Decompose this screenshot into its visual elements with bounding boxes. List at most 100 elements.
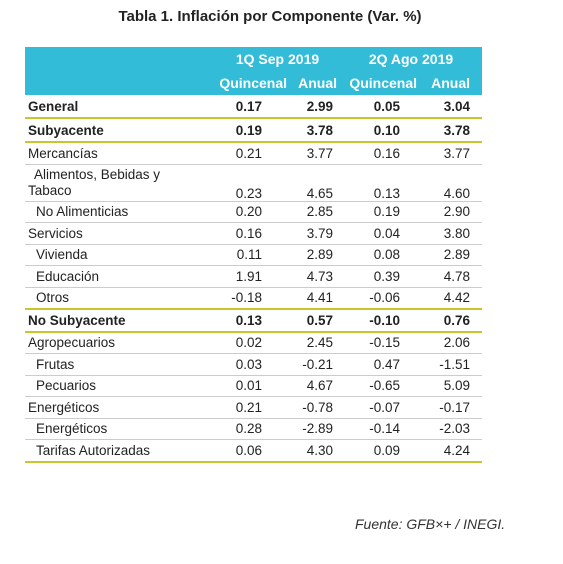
cell-value: 0.08 — [340, 244, 420, 266]
cell-value: 0.57 — [290, 309, 340, 333]
cell-value: 4.60 — [420, 164, 482, 202]
row-label: Mercancías — [25, 142, 215, 165]
cell-value: 4.65 — [290, 164, 340, 202]
row-label-text: Subyacente — [28, 122, 104, 138]
row-label: Subyacente — [25, 118, 215, 143]
cell-value: 4.73 — [290, 265, 340, 288]
table-row: Subyacente 0.19 3.78 0.10 3.78 — [25, 118, 482, 143]
cell-value: 0.76 — [420, 309, 482, 333]
cell-value: 0.20 — [215, 201, 290, 223]
row-label: No Alimenticias — [25, 201, 215, 223]
cell-value: 4.24 — [420, 439, 482, 463]
column-header: Anual — [420, 71, 482, 95]
table-row: Otros -0.18 4.41 -0.06 4.42 — [25, 287, 482, 310]
cell-value: 0.13 — [215, 309, 290, 333]
row-label: Servicios — [25, 222, 215, 245]
cell-value: -2.89 — [290, 418, 340, 440]
table-body: General 0.17 2.99 0.05 3.04 Subyacente 0.19 3.7… — [25, 95, 482, 463]
row-label: Energéticos — [25, 418, 215, 440]
cell-value: 3.80 — [420, 222, 482, 245]
row-label: Vivienda — [25, 244, 215, 266]
cell-value: -0.78 — [290, 396, 340, 419]
row-label-text: Servicios — [28, 225, 83, 241]
cell-value: 0.13 — [340, 164, 420, 202]
row-label-text: Mercancías — [28, 145, 98, 161]
cell-value: 0.06 — [215, 439, 290, 463]
cell-value: 0.28 — [215, 418, 290, 440]
row-label-text: Alimentos, Bebidas y Tabaco — [28, 166, 161, 198]
cell-value: -0.10 — [340, 309, 420, 333]
cell-value: 0.02 — [215, 331, 290, 354]
period-header: 2Q Ago 2019 — [340, 47, 482, 71]
cell-value: 2.89 — [420, 244, 482, 266]
table-row: No Alimenticias 0.20 2.85 0.19 2.90 — [25, 201, 482, 223]
row-label-text: General — [28, 98, 79, 114]
row-label-text: No Subyacente — [28, 312, 126, 328]
header-blank — [25, 47, 215, 71]
cell-value: 0.09 — [340, 439, 420, 463]
source-note: Fuente: GFB×+ / INEGI. — [355, 516, 506, 532]
table-row: Agropecuarios 0.02 2.45 -0.15 2.06 — [25, 331, 482, 354]
row-label-text: Vivienda — [36, 247, 88, 263]
cell-value: 0.21 — [215, 142, 290, 165]
row-label-text: Pecuarios — [36, 378, 97, 394]
row-label: No Subyacente — [25, 309, 215, 333]
table-row: Mercancías 0.21 3.77 0.16 3.77 — [25, 142, 482, 165]
cell-value: 0.16 — [340, 142, 420, 165]
row-label-text: Energéticos — [36, 421, 108, 437]
cell-value: 2.89 — [290, 244, 340, 266]
cell-value: -0.18 — [215, 287, 290, 310]
table-row: Educación 1.91 4.73 0.39 4.78 — [25, 265, 482, 288]
cell-value: 3.78 — [420, 118, 482, 143]
cell-value: 3.77 — [420, 142, 482, 165]
cell-value: -0.07 — [340, 396, 420, 419]
cell-value: 3.79 — [290, 222, 340, 245]
cell-value: 0.39 — [340, 265, 420, 288]
cell-value: 0.21 — [215, 396, 290, 419]
row-label-text: Otros — [36, 290, 70, 306]
cell-value: 5.09 — [420, 375, 482, 397]
row-label: Pecuarios — [25, 375, 215, 397]
cell-value: 3.04 — [420, 95, 482, 119]
row-label-text: Agropecuarios — [28, 335, 116, 351]
cell-value: -0.15 — [340, 331, 420, 354]
cell-value: -2.03 — [420, 418, 482, 440]
row-label: Frutas — [25, 353, 215, 376]
cell-value: 2.45 — [290, 331, 340, 354]
cell-value: -0.21 — [290, 353, 340, 376]
cell-value: 0.01 — [215, 375, 290, 397]
cell-value: 2.99 — [290, 95, 340, 119]
table-row: Vivienda 0.11 2.89 0.08 2.89 — [25, 244, 482, 266]
table-title: Tabla 1. Inflación por Componente (Var. … — [118, 8, 422, 25]
column-header: Anual — [290, 71, 340, 95]
row-label-text: Educación — [36, 268, 100, 284]
cell-value: 1.91 — [215, 265, 290, 288]
cell-value: 0.05 — [340, 95, 420, 119]
cell-value: 2.06 — [420, 331, 482, 354]
table-row: No Subyacente 0.13 0.57 -0.10 0.76 — [25, 309, 482, 333]
row-label: Alimentos, Bebidas y Tabaco — [25, 164, 215, 202]
cell-value: 4.30 — [290, 439, 340, 463]
cell-value: 4.41 — [290, 287, 340, 310]
header-blank — [25, 71, 215, 95]
row-label: General — [25, 95, 215, 119]
cell-value: -0.17 — [420, 396, 482, 419]
cell-value: 0.17 — [215, 95, 290, 119]
column-header: Quincenal — [215, 71, 290, 95]
cell-value: 4.78 — [420, 265, 482, 288]
row-label-text: Energéticos — [28, 399, 100, 415]
cell-value: -1.51 — [420, 353, 482, 376]
table-row: Tarifas Autorizadas 0.06 4.30 0.09 4.24 — [25, 439, 482, 463]
cell-value: 0.11 — [215, 244, 290, 266]
row-label: Tarifas Autorizadas — [25, 439, 215, 463]
column-header: Quincenal — [340, 71, 420, 95]
row-label-text: No Alimenticias — [36, 204, 129, 220]
table-row: Energéticos 0.28 -2.89 -0.14 -2.03 — [25, 418, 482, 440]
cell-value: 4.67 — [290, 375, 340, 397]
period-header: 1Q Sep 2019 — [215, 47, 340, 71]
cell-value: 4.42 — [420, 287, 482, 310]
cell-value: 0.19 — [215, 118, 290, 143]
table-row: Energéticos 0.21 -0.78 -0.07 -0.17 — [25, 396, 482, 419]
row-label-text: Tarifas Autorizadas — [36, 442, 151, 458]
